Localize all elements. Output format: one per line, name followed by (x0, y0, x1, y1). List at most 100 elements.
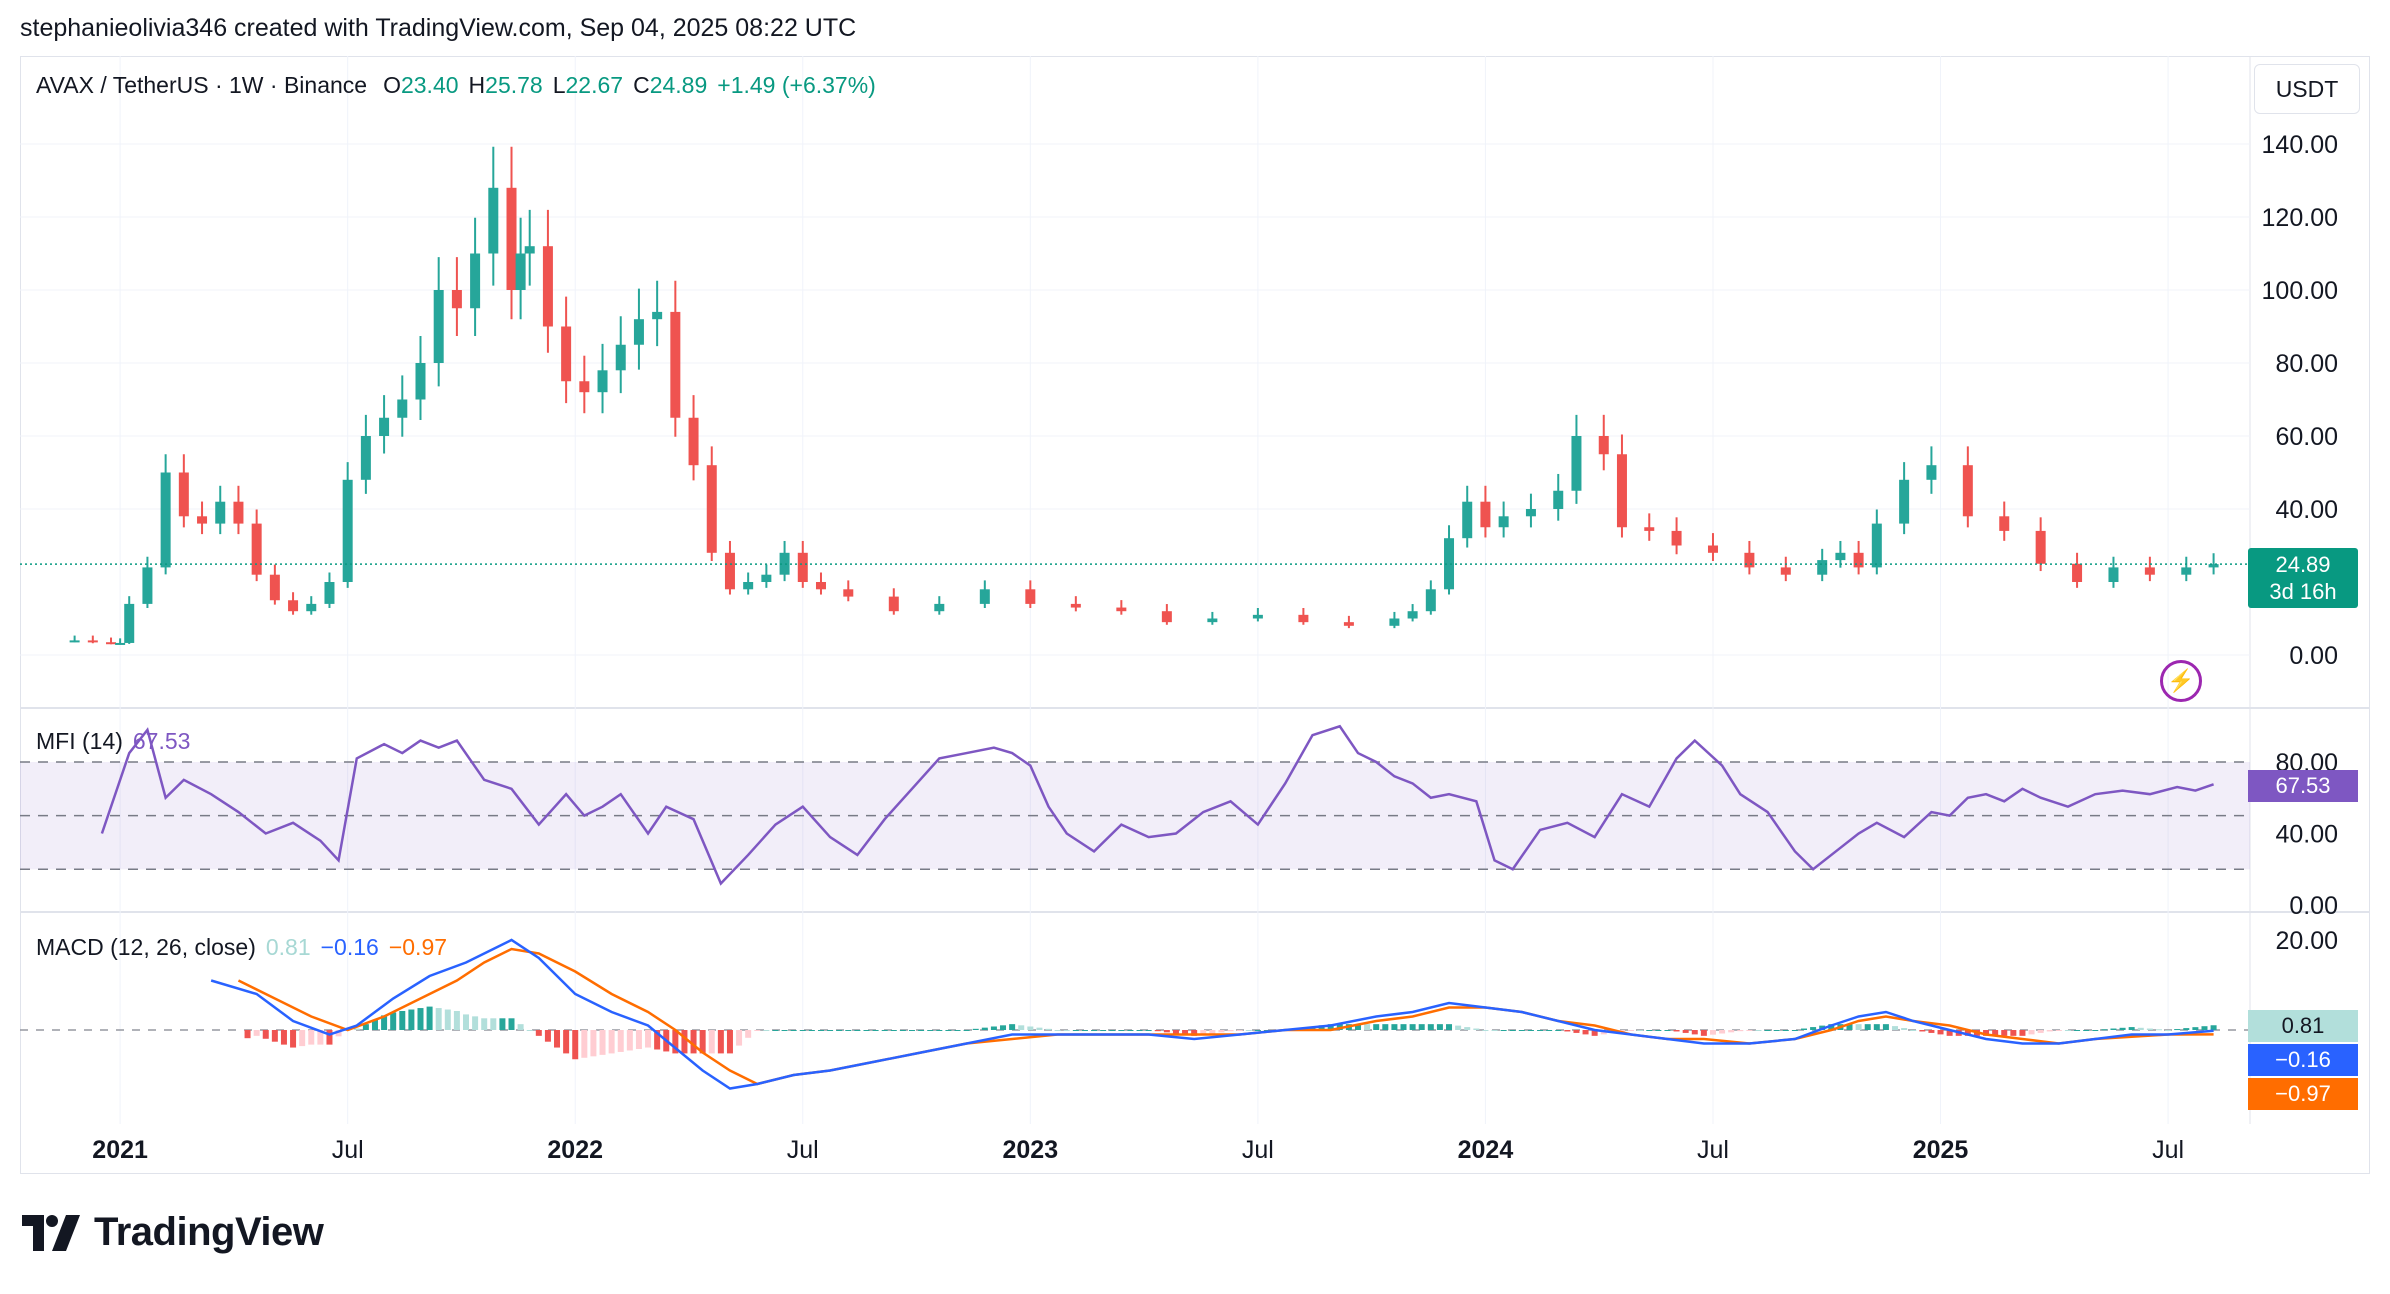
candle-body (324, 582, 335, 604)
candle-body (87, 640, 98, 643)
macd-histogram-bar (526, 1030, 533, 1031)
macd-histogram-bar (1364, 1024, 1371, 1030)
currency-unit-button[interactable]: USDT (2254, 64, 2360, 114)
macd-histogram-bar (1546, 1030, 1553, 1031)
candle-body (1598, 436, 1609, 455)
candle-body (288, 600, 299, 612)
macd-histogram-bar (1564, 1030, 1571, 1032)
macd-histogram-bar (2137, 1027, 2144, 1030)
candle-body (451, 290, 462, 309)
macd-histogram-bar (2155, 1029, 2162, 1031)
macd-histogram-bar (426, 1006, 433, 1030)
candle-body (797, 552, 808, 582)
macd-histogram-bar (2092, 1030, 2099, 1031)
macd-histogram-bar (1391, 1024, 1398, 1030)
candle-body (379, 417, 390, 436)
macd-histogram-bar (790, 1030, 797, 1031)
macd-histogram-bar (1655, 1030, 1662, 1031)
macd-histogram-bar (2101, 1029, 2108, 1031)
macd-histogram-bar (1937, 1030, 1944, 1035)
macd-histogram-bar (781, 1030, 788, 1031)
candle-body (178, 472, 189, 517)
macd-histogram-bar (2201, 1026, 2208, 1030)
macd-histogram-bar (563, 1030, 570, 1054)
mfi-tick-label: 0.00 (2289, 892, 2338, 920)
candle-body (1343, 622, 1354, 626)
mfi-value-tag: 67.53 (2248, 770, 2358, 802)
macd-histogram-bar (1263, 1030, 1270, 1031)
candle-body (360, 436, 371, 480)
candle-body (2072, 563, 2083, 582)
price-tick-label: 100.00 (2262, 277, 2338, 305)
price-tick-label: 80.00 (2275, 350, 2338, 378)
macd-histogram-bar (2183, 1028, 2190, 1030)
macd-histogram-bar (1118, 1030, 1125, 1031)
macd-histogram-bar (1427, 1024, 1434, 1030)
macd-histogram-bar (2083, 1030, 2090, 1031)
mfi-label: MFI (14) (36, 728, 123, 754)
macd-histogram-bar (1409, 1024, 1416, 1030)
macd-histogram-bar (2074, 1030, 2081, 1031)
price-tick-label: 0.00 (2289, 642, 2338, 670)
candle-body (69, 640, 80, 643)
macd-histogram-bar (1855, 1024, 1862, 1030)
candle-body (561, 326, 572, 382)
macd-histogram-bar (1063, 1030, 1070, 1031)
mfi-legend[interactable]: MFI (14) 67.53 (36, 728, 200, 755)
macd-histogram-bar (936, 1030, 943, 1031)
macd-histogram-bar (490, 1018, 497, 1030)
macd-histogram-bar (1100, 1030, 1107, 1031)
macd-histogram-bar (271, 1030, 278, 1042)
macd-histogram-bar (590, 1030, 597, 1057)
macd-tick-label: 20.00 (2275, 927, 2338, 955)
macd-histogram-bar (463, 1014, 469, 1030)
macd-histogram-bar (2146, 1028, 2153, 1030)
candle-body (1444, 538, 1455, 590)
macd-histogram-bar (2119, 1027, 2126, 1030)
macd-histogram-bar (544, 1030, 551, 1042)
macd-histogram-bar (326, 1030, 333, 1045)
candle-body (843, 589, 854, 597)
symbol-legend[interactable]: AVAX / TetherUS · 1W · Binance O23.40 H25.… (36, 72, 886, 99)
macd-histogram-bar (290, 1030, 297, 1048)
candle-body (1389, 618, 1400, 626)
macd-line (210, 938, 2214, 1090)
tradingview-logo[interactable]: TradingView (22, 1210, 324, 1255)
candle-body (1744, 552, 1755, 568)
candle-body (1525, 509, 1536, 517)
macd-histogram-bar (1801, 1028, 1807, 1030)
macd-histogram-bar (1455, 1025, 1462, 1030)
macd-histogram-bar (772, 1030, 779, 1031)
macd-histogram-bar (1664, 1030, 1671, 1031)
attribution: stephanieolivia346 created with TradingV… (20, 14, 857, 42)
macd-histogram-bar (1327, 1024, 1334, 1030)
macd-histogram-bar (1773, 1030, 1780, 1031)
macd-histogram-bar (1091, 1030, 1098, 1031)
macd-histogram-bar (736, 1030, 743, 1046)
macd-histogram-bar (253, 1030, 260, 1036)
candle-body (233, 501, 244, 524)
macd-legend[interactable]: MACD (12, 26, close) 0.81 −0.16 −0.97 (36, 934, 457, 961)
chart-frame[interactable] (20, 56, 2370, 1174)
macd-histogram-bar (672, 1030, 679, 1054)
candle-body (670, 311, 681, 418)
macd-histogram-bar (2010, 1030, 2017, 1036)
candle-body (2208, 564, 2219, 568)
macd-histogram-bar (2210, 1025, 2217, 1030)
macd-histogram-bar (690, 1030, 697, 1054)
macd-histogram-bar (717, 1030, 724, 1054)
macd-histogram-bar (381, 1015, 388, 1030)
candle-body (1853, 552, 1864, 568)
candle-body (779, 552, 790, 575)
macd-histogram-bar (2110, 1028, 2117, 1030)
candle-body (815, 582, 826, 590)
bar-countdown: 3d 16h (2269, 579, 2337, 604)
flash-icon[interactable]: ⚡ (2160, 660, 2202, 702)
x-tick-label: Jul (787, 1136, 819, 1164)
macd-histogram-bar (1254, 1030, 1261, 1031)
macd-histogram-bar (1691, 1030, 1698, 1035)
price-tick-label: 60.00 (2275, 423, 2338, 451)
last-price-value: 24.89 (2275, 552, 2331, 577)
macd-histogram-bar (280, 1030, 287, 1045)
